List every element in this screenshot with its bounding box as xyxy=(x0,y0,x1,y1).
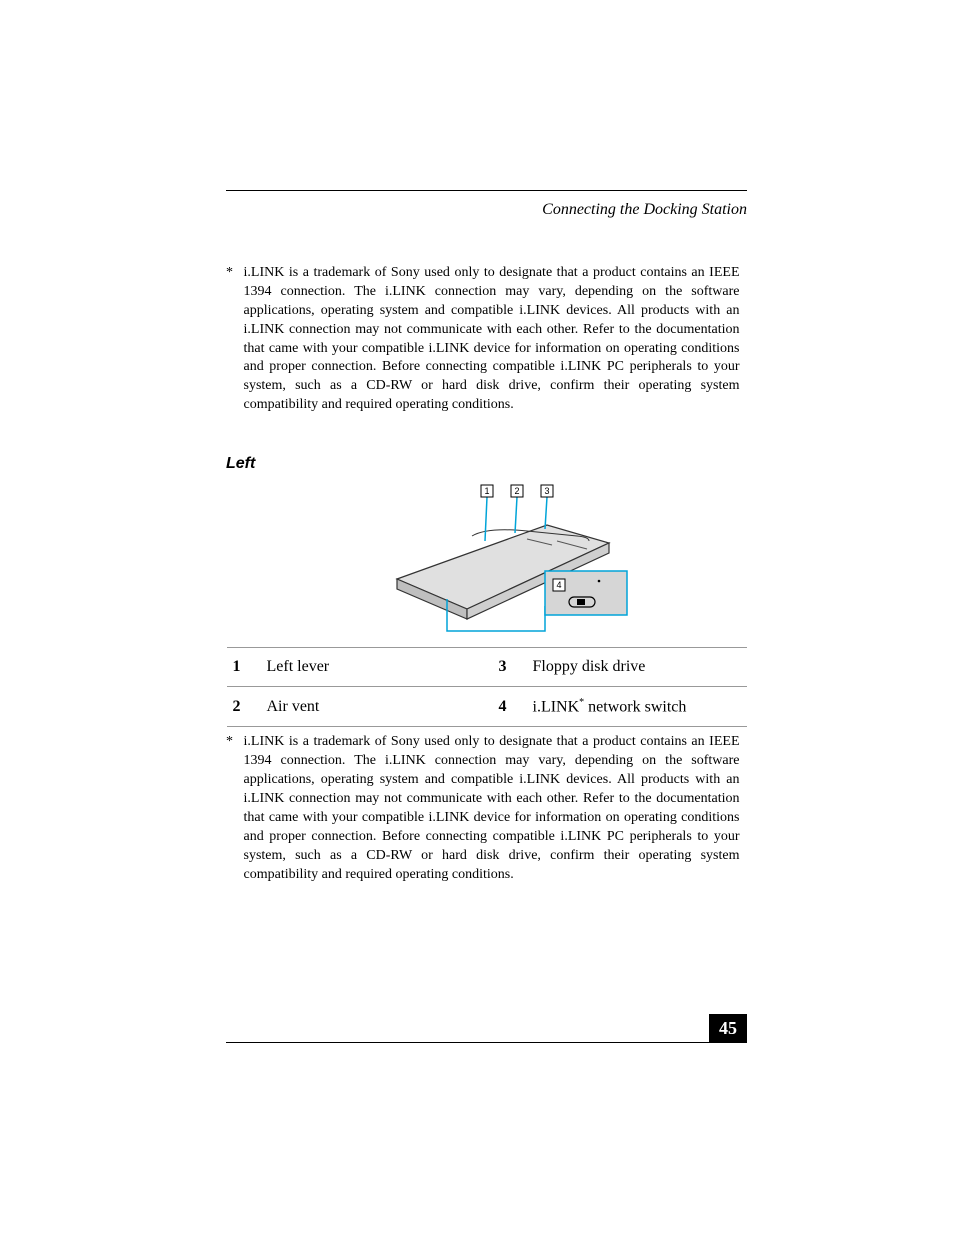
legend-num: 1 xyxy=(227,648,261,687)
footnote-marker: * xyxy=(226,733,240,752)
footnote-text: i.LINK is a trademark of Sony used only … xyxy=(244,733,740,884)
section-heading-left: Left xyxy=(226,455,747,473)
switch-icon xyxy=(577,599,585,605)
callout-box-1: 1 xyxy=(481,485,493,497)
callout-line-3 xyxy=(545,497,547,529)
legend-label-suffix: network switch xyxy=(584,698,686,715)
callout-box-2: 2 xyxy=(511,485,523,497)
table-row xyxy=(227,727,747,728)
legend-num: 3 xyxy=(493,648,527,687)
running-head: Connecting the Docking Station xyxy=(226,201,747,219)
callout-box-3: 3 xyxy=(541,485,553,497)
legend-label: Left lever xyxy=(261,648,493,687)
footnote-top: * i.LINK is a trademark of Sony used onl… xyxy=(226,264,747,415)
switch-icon xyxy=(597,580,600,583)
footnote-text: i.LINK is a trademark of Sony used only … xyxy=(244,264,740,415)
top-rule xyxy=(226,190,747,191)
legend-table: 1 Left lever 3 Floppy disk drive 2 Air v… xyxy=(227,647,747,727)
callout-line-2 xyxy=(515,497,517,533)
footnote-marker: * xyxy=(226,264,240,283)
svg-text:3: 3 xyxy=(544,486,549,496)
table-row: 2 Air vent 4 i.LINK* network switch xyxy=(227,687,747,727)
legend-label: Air vent xyxy=(261,687,493,727)
page-number: 45 xyxy=(709,1014,747,1043)
page: Connecting the Docking Station * i.LINK … xyxy=(0,0,954,1235)
bottom-rule xyxy=(226,1042,747,1043)
svg-text:4: 4 xyxy=(556,580,561,590)
svg-text:1: 1 xyxy=(484,486,489,496)
callout-box-4: 4 xyxy=(553,579,565,591)
legend-num: 2 xyxy=(227,687,261,727)
svg-text:2: 2 xyxy=(514,486,519,496)
legend-num: 4 xyxy=(493,687,527,727)
legend-label: i.LINK* network switch xyxy=(527,687,747,727)
figure: 1 2 3 4 1 L xyxy=(227,481,747,727)
docking-station-diagram: 1 2 3 4 xyxy=(377,481,637,641)
callout-line-1 xyxy=(485,497,487,541)
legend-label: Floppy disk drive xyxy=(527,648,747,687)
footnote-bottom: * i.LINK is a trademark of Sony used onl… xyxy=(226,733,747,884)
detail-inset xyxy=(545,571,627,615)
table-row: 1 Left lever 3 Floppy disk drive xyxy=(227,648,747,687)
legend-label-prefix: i.LINK xyxy=(533,698,580,715)
